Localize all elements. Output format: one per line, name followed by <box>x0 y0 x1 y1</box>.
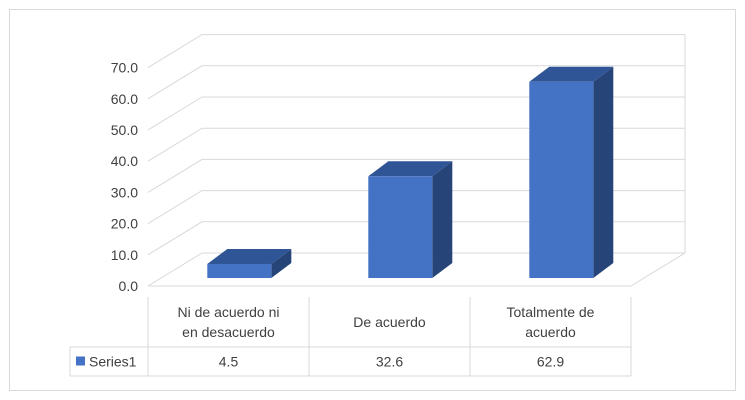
y-tick-label: 40.0 <box>111 153 138 169</box>
data-table-value: 62.9 <box>537 354 564 370</box>
legend-swatch <box>76 356 85 366</box>
y-tick-label: 50.0 <box>111 122 138 138</box>
y-tick-label: 60.0 <box>111 91 138 107</box>
bar <box>529 66 614 278</box>
y-tick-label: 70.0 <box>111 60 138 76</box>
gridline <box>147 158 685 193</box>
legend-series-name: Series1 <box>89 354 137 370</box>
bar-side <box>271 248 292 278</box>
gridline <box>147 96 685 131</box>
gridline <box>147 190 685 225</box>
y-tick-label: 0.0 <box>119 278 139 294</box>
gridline <box>147 221 685 256</box>
bar-front <box>368 176 433 278</box>
y-tick-label: 20.0 <box>111 216 138 232</box>
bars <box>207 66 614 278</box>
bar-chart-3d: 0.0 10.0 20.0 30.0 40.0 50.0 60.0 70.0 Ni de ac… <box>69 34 686 377</box>
data-table-value: 4.5 <box>219 354 239 370</box>
bar-front <box>529 81 594 278</box>
chart-container: 0.0 10.0 20.0 30.0 40.0 50.0 60.0 70.0 Ni de ac… <box>9 9 736 391</box>
category-label: Ni de acuerdo ni en desacuerdo <box>178 304 280 340</box>
bar <box>207 248 292 278</box>
bar-side <box>593 66 614 278</box>
bar-front <box>207 263 272 278</box>
gridline <box>147 65 685 100</box>
category-label: Totalmente de acuerdo <box>507 304 595 340</box>
gridlines <box>147 34 686 287</box>
gridline <box>147 34 685 69</box>
data-table-value: 32.6 <box>376 354 403 370</box>
category-label: De acuerdo <box>353 314 426 330</box>
y-tick-label: 30.0 <box>111 184 138 200</box>
bar-top <box>529 66 614 82</box>
y-tick-label: 10.0 <box>111 247 138 263</box>
bar <box>368 161 453 278</box>
bar-side <box>432 161 453 278</box>
bar-top <box>207 248 292 264</box>
bar-top <box>368 161 453 177</box>
y-axis-ticks: 0.0 10.0 20.0 30.0 40.0 50.0 60.0 70.0 <box>111 60 138 294</box>
floor-right-edge <box>630 252 686 287</box>
gridline <box>147 252 685 287</box>
data-table: Ni de acuerdo ni en desacuerdo De acuerdo T… <box>69 297 632 377</box>
gridline <box>147 127 685 162</box>
